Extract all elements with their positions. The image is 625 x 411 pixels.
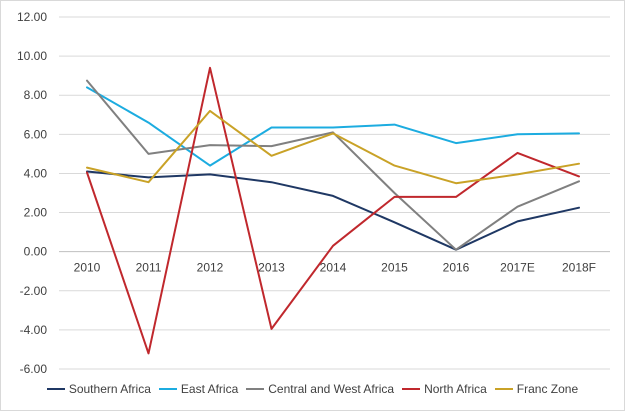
line-chart: -6.00 -4.00 -2.00 0.00 2.00 4.00 6.00 8.00 10.00… — [17, 10, 610, 376]
legend-label: Southern Africa — [68, 382, 151, 396]
legend-item-central-and-west-africa: Central and West Africa — [246, 382, 394, 396]
x-tick-label: 2017E — [500, 261, 535, 275]
y-tick-label: -2.00 — [20, 284, 48, 298]
legend-swatch — [402, 388, 421, 390]
x-tick-label: 2013 — [258, 261, 285, 275]
y-tick-label: -6.00 — [20, 362, 48, 376]
x-tick-label: 2016 — [443, 261, 470, 275]
legend-label: North Africa — [424, 382, 487, 396]
x-tick-label: 2011 — [136, 261, 162, 275]
legend-label: Franc Zone — [516, 382, 579, 396]
legend-item-east-africa: East Africa — [158, 382, 239, 396]
x-axis-tick-labels: 2010 2011 2012 2013 2014 2015 2016 2017E 2018F — [74, 261, 596, 275]
y-tick-label: 2.00 — [24, 206, 48, 220]
legend-swatch — [494, 388, 513, 390]
y-tick-label: 6.00 — [24, 127, 48, 141]
y-tick-label: 10.00 — [17, 49, 47, 63]
x-tick-label: 2015 — [381, 261, 408, 275]
legend-label: East Africa — [180, 382, 239, 396]
x-tick-label: 2012 — [197, 261, 224, 275]
legend-label: Central and West Africa — [268, 382, 395, 396]
series-line-franc-zone — [86, 109, 580, 185]
series-line-southern-africa — [86, 170, 580, 251]
x-tick-label: 2018F — [562, 261, 596, 275]
series-lines — [86, 66, 580, 355]
y-tick-label: 12.00 — [17, 10, 47, 24]
y-tick-label: 0.00 — [24, 245, 48, 259]
series-line-east-africa — [86, 86, 580, 167]
chart-legend: Southern Africa East Africa Central and We… — [1, 382, 624, 396]
y-tick-label: 4.00 — [24, 166, 48, 180]
x-tick-label: 2014 — [320, 261, 347, 275]
legend-swatch — [46, 388, 65, 390]
legend-swatch — [246, 388, 265, 390]
series-line-central-and-west-africa — [86, 79, 580, 251]
legend-item-north-africa: North Africa — [402, 382, 487, 396]
y-tick-label: 8.00 — [24, 88, 48, 102]
gridlines — [59, 16, 610, 370]
legend-item-franc-zone: Franc Zone — [494, 382, 579, 396]
y-axis-tick-labels: -6.00 -4.00 -2.00 0.00 2.00 4.00 6.00 8.00 10.00… — [17, 10, 47, 376]
y-tick-label: -4.00 — [20, 323, 48, 337]
series-line-north-africa — [86, 66, 580, 355]
legend-swatch — [158, 388, 177, 390]
legend-item-southern-africa: Southern Africa — [46, 382, 151, 396]
x-tick-label: 2010 — [74, 261, 101, 275]
